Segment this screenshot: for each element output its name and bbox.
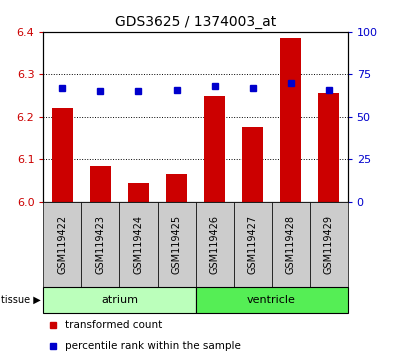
Bar [242,127,263,202]
Bar [128,183,149,202]
Text: GSM119428: GSM119428 [286,215,295,274]
Bar [196,287,348,313]
Text: tissue ▶: tissue ▶ [1,295,40,305]
Bar [204,96,225,202]
Bar [196,202,233,287]
Bar [233,202,272,287]
Bar [158,202,196,287]
Bar [318,93,339,202]
Text: GSM119427: GSM119427 [248,215,258,274]
Bar [43,287,196,313]
Bar [272,202,310,287]
Bar [166,174,187,202]
Bar [120,202,158,287]
Text: GSM119426: GSM119426 [209,215,220,274]
Text: GSM119429: GSM119429 [324,215,334,274]
Text: transformed count: transformed count [65,320,162,330]
Bar [90,166,111,202]
Text: GSM119422: GSM119422 [57,215,68,274]
Text: GSM119423: GSM119423 [96,215,105,274]
Text: atrium: atrium [101,295,138,305]
Bar [52,108,73,202]
Text: GSM119425: GSM119425 [171,215,182,274]
Bar [310,202,348,287]
Title: GDS3625 / 1374003_at: GDS3625 / 1374003_at [115,16,276,29]
Bar [43,202,81,287]
Text: GSM119424: GSM119424 [134,215,143,274]
Text: ventricle: ventricle [247,295,296,305]
Text: percentile rank within the sample: percentile rank within the sample [65,341,241,351]
Bar [81,202,120,287]
Bar [280,38,301,202]
